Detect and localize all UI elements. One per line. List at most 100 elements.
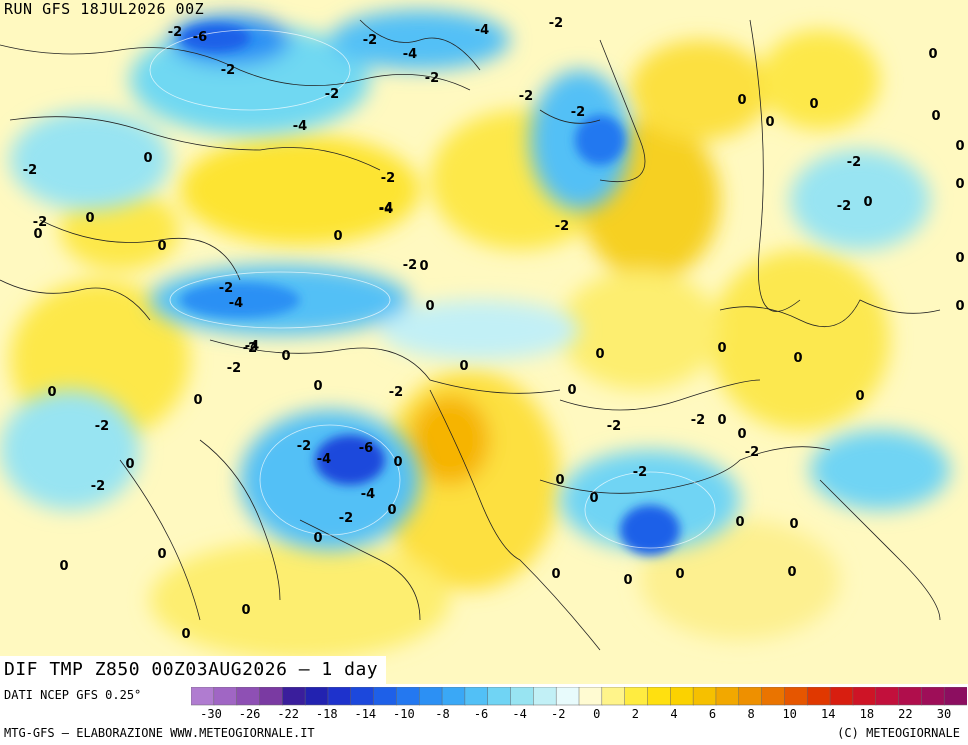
contour-label: -2 [519,89,533,104]
color-scale-swatch [213,687,238,706]
color-scale-swatch [670,687,694,706]
contour-label: 0 [789,517,798,532]
contour-label: 0 [181,627,190,642]
contour-label: -4 [361,487,375,502]
contour-label: 0 [955,139,964,154]
color-scale-tick-label: -6 [473,707,489,721]
color-scale-swatch [510,687,535,706]
contour-label: -2 [691,413,705,428]
color-scale-swatch [761,687,786,706]
contour-label: -2 [389,385,403,400]
color-scale-swatch [829,687,854,706]
contour-label: 0 [387,503,396,518]
contour-label: 0 [717,341,726,356]
contour-label: -2 [745,445,759,460]
color-scale-swatch [806,687,831,706]
contour-label: 0 [143,151,152,166]
contour-label: 0 [157,547,166,562]
contour-label: 0 [928,47,937,62]
contour-label: 0 [193,393,202,408]
color-scale-swatch [852,687,877,706]
contour-label: -2 [227,361,241,376]
color-scale-swatch [373,687,398,706]
color-scale-swatch [921,687,945,706]
contour-label: 0 [675,567,684,582]
color-scale-swatch [236,687,261,706]
contour-label: 0 [955,251,964,266]
color-scale-tick-label: -14 [354,707,377,721]
color-scale-swatch [692,687,717,706]
contour-label: 0 [595,347,604,362]
color-scale-swatch [784,687,808,706]
color-scale-tick-label: 22 [898,707,913,721]
color-scale-swatch [624,687,649,706]
contour-label: 0 [955,177,964,192]
color-scale-tick-label: 8 [747,707,755,721]
contour-label: 0 [737,93,746,108]
contour-label: 0 [737,427,746,442]
contour-label: 0 [333,229,342,244]
contour-label: -2 [23,163,37,178]
contour-label: -2 [33,215,47,230]
color-scale-tick-label: -30 [200,707,222,721]
contour-label: 0 [157,239,166,254]
contour-label: -2 [571,105,585,120]
contour-label: 0 [419,259,428,274]
color-scale-tick-label: -18 [315,707,338,721]
contour-label: 0 [47,385,56,400]
contour-label: 0 [735,515,744,530]
contour-label: -2 [555,219,569,234]
contour-label: -2 [549,16,563,31]
contour-label: 0 [551,567,560,582]
color-scale-swatch [441,687,466,706]
contour-label: -2 [363,33,377,48]
contour-label: -4 [379,202,393,217]
contour-label: -2 [847,155,861,170]
contour-label: 0 [459,359,468,374]
contour-label: -6 [193,30,207,45]
contour-label: -2 [837,199,851,214]
temperature-difference-map[interactable]: -2 -6 -4 -2 -2 -2 -4 -4 -2 -2 -2 0 0 -2 … [0,0,968,684]
color-scale-swatch [464,687,489,706]
contour-label: -2 [607,419,621,434]
contour-label: 0 [555,473,564,488]
contour-label: -2 [168,25,182,40]
contour-label: 0 [623,573,632,588]
color-scale-tick-label: 6 [708,707,717,721]
contour-label: 0 [125,457,134,472]
contour-label: -4 [403,47,417,62]
contour-label: 0 [59,559,68,574]
color-scale-tick-label: -22 [277,707,299,721]
color-scale-tick-label: 4 [670,707,678,721]
credits-left: MTG-GFS – ELABORAZIONE WWW.METEOGIORNALE… [4,726,315,740]
contour-label: 0 [313,379,322,394]
contour-label: -4 [229,296,243,311]
color-scale-swatch [601,687,626,706]
contour-label: -2 [95,419,109,434]
contour-label: -2 [633,465,647,480]
contour-label: 0 [313,531,322,546]
color-scale-swatch [533,687,557,706]
contour-label: -2 [339,511,353,526]
contour-label: 0 [765,115,774,130]
contour-label: -2 [91,479,105,494]
color-scale-swatch [647,687,672,706]
color-scale-tick-label: 18 [859,707,875,721]
color-scale-tick-label: 14 [821,707,836,721]
color-scale-bar [191,687,967,706]
contour-label: 0 [241,603,250,618]
contour-label: 0 [863,195,872,210]
contour-label: 0 [931,109,940,124]
contour-label: -2 [381,171,395,186]
color-scale-tick-label: -10 [393,707,415,721]
color-scale-swatch [898,687,923,706]
contour-label: 0 [33,227,42,242]
run-title: RUN GFS 18JUL2026 00Z [4,0,205,18]
contour-label: -2 [325,87,339,102]
contour-label: 0 [589,491,598,506]
contour-label: 0 [281,349,290,364]
color-scale-tick-label: -4 [512,707,527,721]
color-scale-swatch [487,687,512,706]
color-scale-swatch [327,687,352,706]
